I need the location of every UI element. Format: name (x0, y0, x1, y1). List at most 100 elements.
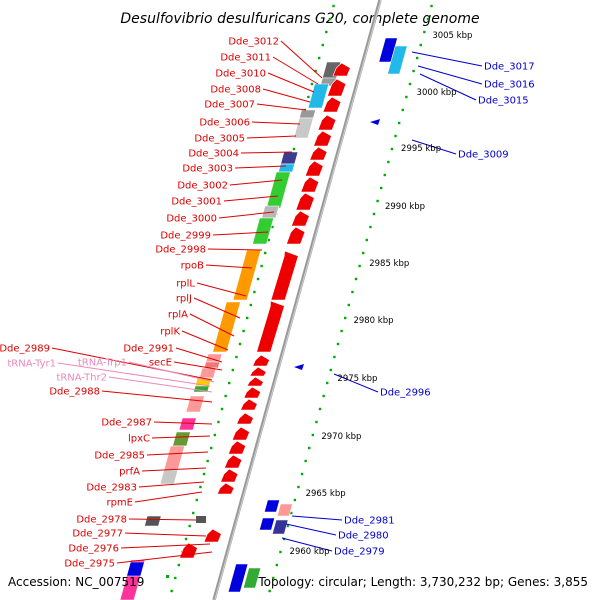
gene-arrow (240, 398, 258, 411)
gene-arrow (249, 366, 267, 377)
label-leader (285, 523, 337, 536)
gene-block (144, 515, 162, 527)
label-leader (51, 347, 213, 381)
gene-label: rplK (160, 327, 180, 338)
gene-block (199, 367, 217, 379)
scale-tick (372, 212, 376, 216)
gene-label: Dde_3011 (220, 53, 271, 64)
scale-tick (361, 251, 365, 255)
gene-block (242, 567, 262, 589)
scale-tick (166, 575, 169, 578)
map-title: Desulfovibrio desulfuricans G20, complet… (120, 11, 479, 27)
gene-block (178, 417, 197, 431)
gene-arrow (313, 130, 332, 147)
gene-label: Dde_3015 (478, 96, 529, 107)
scale-tick (315, 420, 318, 424)
scale-tick (174, 576, 177, 580)
scale-tick (351, 290, 354, 294)
label-leader (411, 51, 483, 67)
scale-tick (242, 329, 245, 333)
label-leader (153, 421, 213, 425)
gene-marker (294, 364, 304, 370)
label-leader (218, 211, 275, 219)
scale-tick (328, 17, 332, 21)
scale-label: 2960 kbp (290, 547, 330, 557)
gene-label: Dde_2977 (72, 529, 123, 540)
gene-label: secE (149, 358, 172, 369)
gene-block (185, 395, 205, 413)
scale-tick (202, 472, 206, 476)
scale-tick (275, 563, 279, 567)
scale-label: 2990 kbp (385, 202, 425, 212)
gene-block (293, 117, 314, 139)
gene-label: Dde_2980 (338, 531, 389, 542)
gene-label: Dde_2981 (344, 516, 395, 527)
label-leader (120, 543, 211, 549)
gene-label: Dde_2987 (101, 418, 152, 429)
scale-tick (263, 251, 267, 255)
scale-tick (249, 303, 253, 307)
gene-arrow (291, 210, 310, 227)
gene-label: Dde_3010 (215, 69, 266, 80)
gene-arrow (304, 160, 324, 177)
label-leader (262, 88, 311, 103)
label-leader (175, 347, 223, 363)
right-gene-labels: Dde_3017 Dde_3016 Dde_3015 Dde_3009 Dde_2996… (334, 62, 535, 558)
label-leader (234, 165, 287, 169)
scale-tick (253, 290, 256, 294)
scale-tick (290, 511, 293, 515)
scale-label: 2995 kbp (401, 144, 441, 154)
gene-arrow (309, 146, 328, 161)
scale-tick (318, 407, 322, 411)
gene-block (258, 517, 276, 531)
accession-text: Accession: NC_007519 (8, 575, 144, 589)
scale-tick (333, 355, 336, 359)
label-leader (101, 390, 213, 403)
backbone-line (212, 0, 382, 600)
gene-block (263, 499, 281, 513)
scale-tick (390, 147, 394, 151)
gene-arrow (246, 376, 264, 387)
gene-block (307, 83, 330, 109)
scale-tick (188, 524, 191, 528)
scale-tick (405, 95, 408, 99)
label-leader (189, 313, 235, 337)
scale-tick (322, 394, 325, 398)
gene-label: Dde_2999 (160, 231, 211, 242)
gene-block (159, 469, 179, 485)
gene-label: Dde_3004 (188, 149, 239, 160)
gene-arrow (252, 354, 270, 367)
scale-ticks-outer (268, 4, 433, 593)
gene-arrow (300, 176, 320, 193)
label-leader (124, 532, 207, 537)
gene-arrow (243, 386, 262, 399)
gene-label: rplL (176, 279, 195, 290)
scale-tick (321, 43, 324, 47)
gene-block (387, 45, 408, 75)
gene-label: Dde_3006 (199, 118, 250, 129)
scale-tick (304, 459, 307, 463)
scale-tick (217, 420, 220, 424)
label-leader (251, 121, 301, 125)
label-leader (205, 264, 253, 269)
gene-label: Dde_3001 (171, 197, 222, 208)
gene-arrow (317, 114, 337, 131)
topology-text: Topology: circular; Length: 3,730,232 bp… (257, 575, 588, 589)
scale-tick (224, 394, 227, 398)
gene-arrow (286, 226, 306, 245)
scale-tick (271, 225, 274, 229)
gene-block (271, 519, 289, 535)
scale-tick (199, 485, 202, 489)
label-leader (193, 297, 241, 319)
scale-tick (235, 355, 238, 359)
track-backbone (212, 0, 382, 600)
scale-tick (308, 446, 311, 450)
scale-tick (408, 82, 412, 86)
gene-label: Dde_2975 (64, 559, 115, 570)
gene-arrow (322, 96, 342, 113)
scale-tick (336, 342, 340, 346)
gene-block (278, 163, 296, 173)
gene-block (126, 561, 145, 577)
scale-tick (213, 433, 217, 437)
